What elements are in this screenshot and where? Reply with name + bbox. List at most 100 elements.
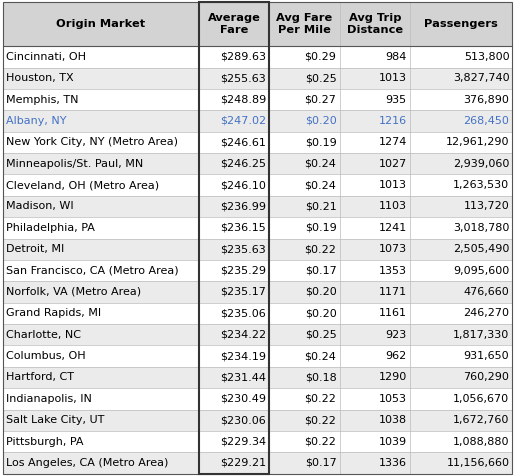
Bar (3, 89, 512, 110)
Text: Cincinnati, OH: Cincinnati, OH (6, 52, 85, 62)
Text: Columbus, OH: Columbus, OH (6, 351, 85, 361)
Text: 113,720: 113,720 (464, 201, 509, 211)
Text: $0.19: $0.19 (305, 223, 336, 233)
Text: Norfolk, VA (Metro Area): Norfolk, VA (Metro Area) (6, 287, 141, 297)
Text: 476,660: 476,660 (464, 287, 509, 297)
Text: Avg Trip
Distance: Avg Trip Distance (347, 13, 403, 35)
Text: 2,505,490: 2,505,490 (453, 244, 509, 254)
Text: Indianapolis, IN: Indianapolis, IN (6, 394, 92, 404)
Text: $246.61: $246.61 (220, 138, 266, 148)
Text: 1,817,330: 1,817,330 (453, 330, 509, 340)
Bar (3, 238, 512, 260)
Text: 1274: 1274 (379, 138, 407, 148)
Text: $247.02: $247.02 (220, 116, 266, 126)
Text: 1013: 1013 (379, 180, 407, 190)
Bar (3, 153, 512, 174)
Bar (3, 196, 512, 217)
Text: $235.29: $235.29 (220, 266, 266, 276)
Text: 1013: 1013 (379, 73, 407, 83)
Text: 984: 984 (386, 52, 407, 62)
Text: 1073: 1073 (379, 244, 407, 254)
Text: $0.17: $0.17 (305, 266, 336, 276)
Text: 1161: 1161 (379, 308, 407, 318)
Text: Detroit, MI: Detroit, MI (6, 244, 64, 254)
Text: 935: 935 (386, 95, 407, 105)
Text: 1,056,670: 1,056,670 (453, 394, 509, 404)
Text: 2,939,060: 2,939,060 (453, 159, 509, 169)
Text: $248.89: $248.89 (220, 95, 266, 105)
Text: Los Angeles, CA (Metro Area): Los Angeles, CA (Metro Area) (6, 458, 168, 468)
Text: 1,088,880: 1,088,880 (453, 436, 509, 446)
Bar (3, 388, 512, 409)
Text: 1336: 1336 (379, 458, 407, 468)
Text: Minneapolis/St. Paul, MN: Minneapolis/St. Paul, MN (6, 159, 143, 169)
Text: $0.17: $0.17 (305, 458, 336, 468)
Bar (3, 431, 512, 452)
Text: 1053: 1053 (379, 394, 407, 404)
Text: 1027: 1027 (379, 159, 407, 169)
Bar (199, 2, 269, 474)
Text: $0.22: $0.22 (304, 436, 336, 446)
Text: Origin Market: Origin Market (56, 19, 145, 30)
Bar (3, 303, 512, 324)
Bar (3, 281, 512, 303)
Text: $246.25: $246.25 (220, 159, 266, 169)
Text: 12,961,290: 12,961,290 (446, 138, 509, 148)
Text: 1103: 1103 (379, 201, 407, 211)
Text: New York City, NY (Metro Area): New York City, NY (Metro Area) (6, 138, 178, 148)
Text: 931,650: 931,650 (464, 351, 509, 361)
Bar (3, 110, 512, 132)
Text: $234.22: $234.22 (220, 330, 266, 340)
Text: 1171: 1171 (379, 287, 407, 297)
Text: 923: 923 (386, 330, 407, 340)
Text: 760,290: 760,290 (464, 372, 509, 382)
Text: $0.25: $0.25 (305, 73, 336, 83)
Text: Albany, NY: Albany, NY (6, 116, 66, 126)
Bar (3, 2, 512, 46)
Text: 513,800: 513,800 (464, 52, 509, 62)
Text: Memphis, TN: Memphis, TN (6, 95, 78, 105)
Text: $229.34: $229.34 (220, 436, 266, 446)
Text: Cleveland, OH (Metro Area): Cleveland, OH (Metro Area) (6, 180, 159, 190)
Text: 376,890: 376,890 (464, 95, 509, 105)
Text: 1290: 1290 (379, 372, 407, 382)
Text: Philadelphia, PA: Philadelphia, PA (6, 223, 95, 233)
Text: $0.22: $0.22 (304, 244, 336, 254)
Bar (3, 46, 512, 68)
Text: $229.21: $229.21 (220, 458, 266, 468)
Bar (3, 346, 512, 367)
Text: $236.15: $236.15 (220, 223, 266, 233)
Bar (3, 174, 512, 196)
Text: $255.63: $255.63 (220, 73, 266, 83)
Bar (3, 409, 512, 431)
Text: 962: 962 (386, 351, 407, 361)
Text: $0.21: $0.21 (305, 201, 336, 211)
Text: 1216: 1216 (379, 116, 407, 126)
Text: $246.10: $246.10 (220, 180, 266, 190)
Text: $0.22: $0.22 (304, 394, 336, 404)
Text: 1,672,760: 1,672,760 (453, 415, 509, 425)
Text: $234.19: $234.19 (220, 351, 266, 361)
Text: $0.20: $0.20 (305, 116, 336, 126)
Text: 268,450: 268,450 (464, 116, 509, 126)
Text: $0.27: $0.27 (304, 95, 336, 105)
Text: 3,018,780: 3,018,780 (453, 223, 509, 233)
Text: $236.99: $236.99 (220, 201, 266, 211)
Text: Pittsburgh, PA: Pittsburgh, PA (6, 436, 83, 446)
Text: Hartford, CT: Hartford, CT (6, 372, 74, 382)
Bar (3, 132, 512, 153)
Text: 246,270: 246,270 (464, 308, 509, 318)
Text: $235.06: $235.06 (220, 308, 266, 318)
Text: $0.19: $0.19 (305, 138, 336, 148)
Text: $0.25: $0.25 (305, 330, 336, 340)
Text: $0.22: $0.22 (304, 415, 336, 425)
Text: $0.24: $0.24 (304, 159, 336, 169)
Text: 11,156,660: 11,156,660 (447, 458, 509, 468)
Text: 1,263,530: 1,263,530 (453, 180, 509, 190)
Text: $235.63: $235.63 (220, 244, 266, 254)
Text: 9,095,600: 9,095,600 (453, 266, 509, 276)
Bar (3, 68, 512, 89)
Text: $0.24: $0.24 (304, 351, 336, 361)
Text: 1039: 1039 (379, 436, 407, 446)
Text: Avg Fare
Per Mile: Avg Fare Per Mile (276, 13, 333, 35)
